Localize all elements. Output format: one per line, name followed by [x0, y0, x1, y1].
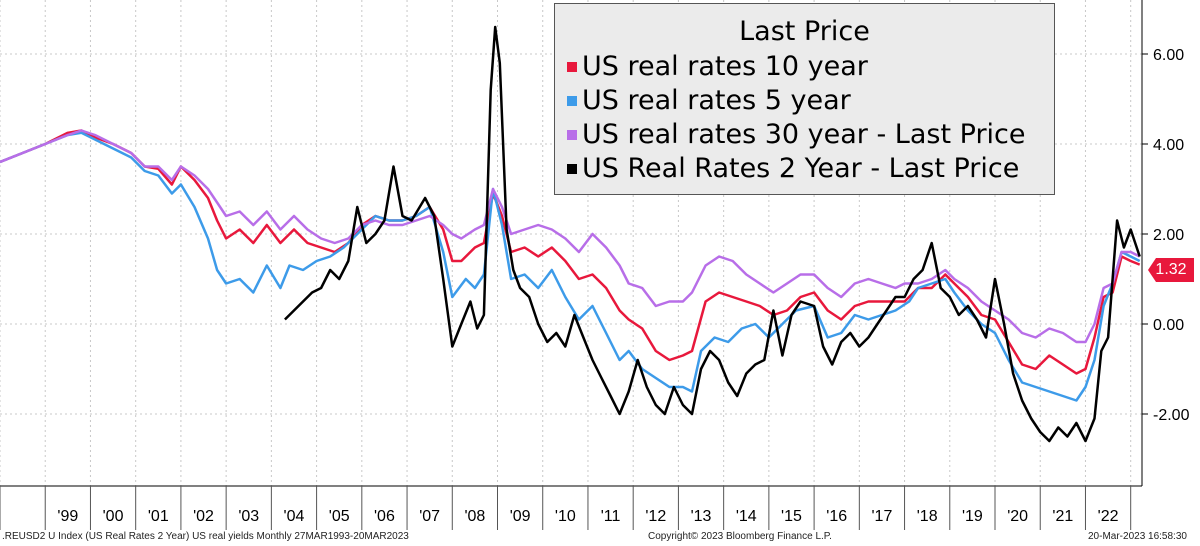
x-tick-label: '09	[510, 508, 531, 525]
x-tick-label: '17	[872, 508, 893, 525]
x-tick-label: '16	[826, 508, 847, 525]
legend-label-10y: US real rates 10 year	[582, 51, 868, 82]
x-tick-label: '22	[1098, 508, 1119, 525]
x-tick-label: '04	[284, 508, 305, 525]
x-tick-label: '20	[1007, 508, 1028, 525]
legend-swatch-2y	[567, 164, 577, 174]
last-value-badge: 1.32	[1148, 258, 1194, 282]
legend-swatch-30y	[567, 130, 577, 140]
x-tick-label: '01	[148, 508, 169, 525]
y-tick-label: 4.00	[1153, 137, 1184, 154]
x-tick-label: '05	[329, 508, 350, 525]
x-tick-label: '18	[917, 508, 938, 525]
last-value-label: 1.32	[1155, 261, 1187, 278]
footer-timestamp: 20-Mar-2023 16:58:30	[1088, 531, 1187, 542]
x-tick-label: '14	[736, 508, 757, 525]
x-tick-label: '06	[374, 508, 395, 525]
x-tick-label: '03	[238, 508, 259, 525]
y-tick-label: 2.00	[1153, 227, 1184, 244]
series-30y-line	[0, 129, 1141, 344]
axes: 6.00 4.00 2.00 0.00 -2.00 '99 '00 '01 '02 '03 '04 '…	[0, 0, 1190, 530]
legend-title: Last Price	[739, 16, 870, 47]
footer-copyright: Copyright© 2023 Bloomberg Finance L.P.	[648, 531, 832, 542]
legend-label-30y: US real rates 30 year - Last Price	[582, 119, 1026, 150]
legend-item-5y: US real rates 5 year	[555, 84, 1054, 118]
legend-label-2y: US Real Rates 2 Year - Last Price	[582, 153, 1020, 184]
x-tick-label: '15	[781, 508, 802, 525]
x-tick-label: '99	[57, 508, 78, 525]
legend-item-30y: US real rates 30 year - Last Price	[555, 118, 1054, 152]
legend: Last Price US real rates 10 year US real…	[554, 3, 1055, 195]
y-tick-label: -2.00	[1153, 407, 1190, 424]
x-tick-label: '13	[691, 508, 712, 525]
y-tick-label: 6.00	[1153, 47, 1184, 64]
footer: .REUSD2 U Index (US Real Rates 2 Year) U…	[0, 528, 1200, 546]
y-tick-label: 0.00	[1153, 317, 1184, 334]
series-10y-line	[0, 129, 1141, 375]
legend-label-5y: US real rates 5 year	[582, 85, 851, 116]
x-tick-label: '19	[962, 508, 983, 525]
series-lines	[0, 25, 1141, 443]
x-tick-label: '12	[645, 508, 666, 525]
legend-swatch-10y	[567, 62, 577, 72]
legend-item-10y: US real rates 10 year	[555, 50, 1054, 84]
x-tick-label: '08	[464, 508, 485, 525]
x-tick-label: '02	[193, 508, 214, 525]
footer-source: .REUSD2 U Index (US Real Rates 2 Year) U…	[2, 531, 409, 542]
legend-item-2y: US Real Rates 2 Year - Last Price	[555, 152, 1054, 186]
x-tick-label: '21	[1052, 508, 1073, 525]
x-tick-label: '10	[555, 508, 576, 525]
x-tick-label: '07	[419, 508, 440, 525]
legend-swatch-5y	[567, 96, 577, 106]
x-tick-label: '11	[601, 508, 621, 525]
x-tick-label: '00	[103, 508, 124, 525]
series-2y-line	[284, 25, 1141, 443]
last-value-badge-shape	[1148, 258, 1194, 282]
